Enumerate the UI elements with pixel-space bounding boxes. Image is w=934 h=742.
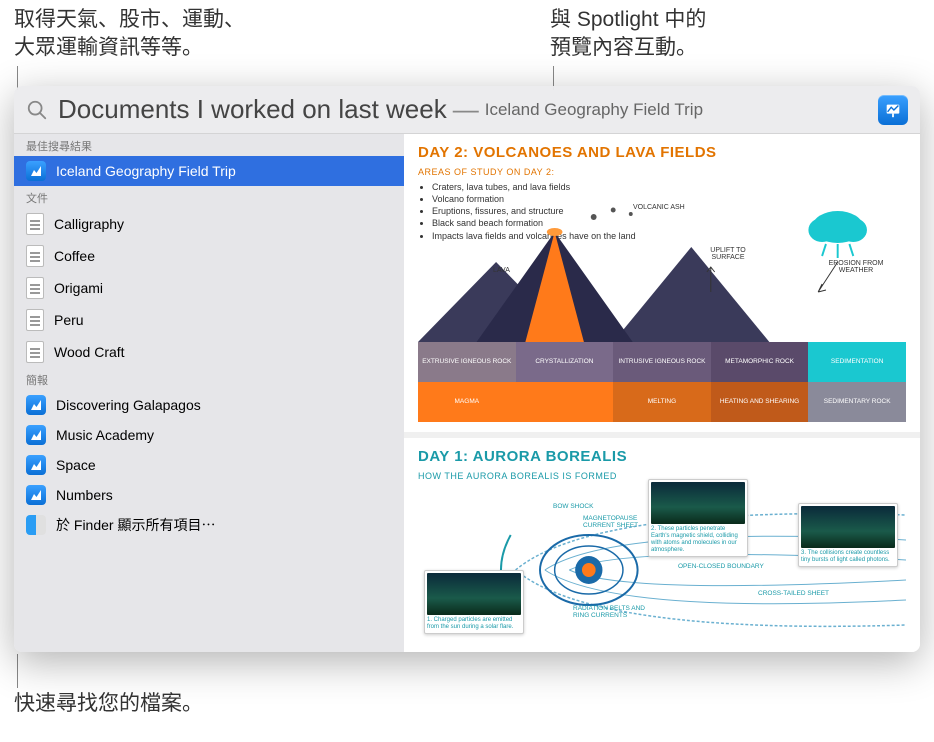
preview-slide-day2: DAY 2: VOLCANOES AND LAVA FIELDS AREAS O…	[404, 134, 920, 432]
aurora-card-2: 2. These particles penetrate Earth's mag…	[648, 479, 748, 558]
keynote-icon	[26, 455, 46, 475]
keynote-icon	[26, 485, 46, 505]
callout-top-right: 與 Spotlight 中的 預覽內容互動。	[550, 6, 706, 63]
result-label: Peru	[54, 312, 84, 328]
result-item-presentation[interactable]: Numbers	[14, 480, 404, 510]
search-row[interactable]: Documents I worked on last week — Icelan…	[14, 86, 920, 134]
results-list[interactable]: 最佳搜尋結果 Iceland Geography Field Trip 文件 C…	[14, 134, 404, 652]
result-label: Calligraphy	[54, 216, 124, 232]
result-label: Wood Craft	[54, 344, 125, 360]
result-label: Space	[56, 457, 96, 473]
search-query: Documents I worked on last week	[58, 94, 447, 125]
aurora-card-3: 3. The collisions create countless tiny …	[798, 503, 898, 567]
label-uplift: UPLIFT TO SURFACE	[703, 247, 753, 261]
strata-cell: INTRUSIVE IGNEOUS ROCK	[613, 342, 711, 382]
result-item-presentation[interactable]: Space	[14, 450, 404, 480]
slide-subtitle: AREAS OF STUDY ON DAY 2:	[418, 167, 906, 177]
document-icon	[26, 341, 44, 363]
section-documents: 文件	[14, 186, 404, 208]
label-lava: LAVA	[493, 267, 510, 274]
strata-cell	[516, 382, 614, 422]
keynote-icon	[26, 395, 46, 415]
result-label: Discovering Galapagos	[56, 397, 201, 413]
keynote-icon	[26, 425, 46, 445]
label-erosion: EROSION FROM WEATHER	[816, 260, 896, 274]
result-label: 於 Finder 顯示所有項目⋯	[56, 515, 215, 535]
strata-cell: HEATING AND SHEARING	[711, 382, 809, 422]
result-item-presentation[interactable]: Discovering Galapagos	[14, 390, 404, 420]
strata-cell: SEDIMENTATION	[808, 342, 906, 382]
result-item-presentation[interactable]: Music Academy	[14, 420, 404, 450]
preview-slide-day1: DAY 1: AURORA BOREALIS HOW THE AURORA BO…	[404, 432, 920, 652]
aurora-caption: 1. Charged particles are emitted from th…	[427, 617, 521, 631]
spotlight-body: 最佳搜尋結果 Iceland Geography Field Trip 文件 C…	[14, 134, 920, 652]
result-label: Numbers	[56, 487, 113, 503]
aurora-thumb	[651, 482, 745, 524]
slide-title: DAY 1: AURORA BOREALIS	[418, 448, 906, 465]
result-label: Iceland Geography Field Trip	[56, 163, 236, 179]
strata-cell: EXTRUSIVE IGNEOUS ROCK	[418, 342, 516, 382]
text: 預覽內容互動。	[550, 36, 697, 59]
search-icon	[26, 99, 48, 121]
result-item-doc[interactable]: Peru	[14, 304, 404, 336]
strata-diagram: EXTRUSIVE IGNEOUS ROCKCRYSTALLIZATIONINT…	[418, 342, 906, 422]
result-item-finder[interactable]: 於 Finder 顯示所有項目⋯	[14, 510, 404, 540]
strata-cell: MELTING	[613, 382, 711, 422]
document-icon	[26, 309, 44, 331]
aurora-thumb	[427, 573, 521, 615]
spotlight-window: Documents I worked on last week — Icelan…	[14, 86, 920, 652]
section-presentations: 簡報	[14, 368, 404, 390]
result-item-doc[interactable]: Wood Craft	[14, 336, 404, 368]
label-magnetopause: MAGNETOPAUSE CURRENT SHEET	[583, 515, 653, 529]
document-icon	[26, 213, 44, 235]
strata-cell: MAGMA	[418, 382, 516, 422]
aurora-caption: 3. The collisions create countless tiny …	[801, 550, 895, 564]
document-icon	[26, 277, 44, 299]
result-label: Music Academy	[56, 427, 154, 443]
strata-cell: METAMORPHIC ROCK	[711, 342, 809, 382]
section-top-hits: 最佳搜尋結果	[14, 134, 404, 156]
strata-cell: CRYSTALLIZATION	[516, 342, 614, 382]
search-suggestion: Iceland Geography Field Trip	[485, 100, 878, 120]
result-item-top[interactable]: Iceland Geography Field Trip	[14, 156, 404, 186]
keynote-app-icon	[878, 95, 908, 125]
text: 與 Spotlight 中的	[550, 8, 706, 31]
aurora-caption: 2. These particles penetrate Earth's mag…	[651, 526, 745, 555]
document-icon	[26, 245, 44, 267]
label-radiation: RADIATION BELTS AND RING CURRENTS	[573, 605, 653, 619]
result-label: Origami	[54, 280, 103, 296]
result-item-doc[interactable]: Coffee	[14, 240, 404, 272]
result-item-doc[interactable]: Origami	[14, 272, 404, 304]
aurora-card-1: 1. Charged particles are emitted from th…	[424, 570, 524, 634]
label-cross-tail: CROSS-TAILED SHEET	[758, 590, 829, 597]
aurora-diagram: BOW SHOCK MAGNETOPAUSE CURRENT SHEET OPE…	[418, 485, 906, 652]
result-item-doc[interactable]: Calligraphy	[14, 208, 404, 240]
label-open-closed: OPEN-CLOSED BOUNDARY	[678, 563, 764, 570]
result-label: Coffee	[54, 248, 95, 264]
text: 大眾運輸資訊等等。	[14, 36, 203, 59]
label-volcanic-ash: VOLCANIC ASH	[633, 204, 685, 211]
strata-cell: SEDIMENTARY ROCK	[808, 382, 906, 422]
text: 快速尋找您的檔案。	[14, 692, 203, 715]
slide-title: DAY 2: VOLCANOES AND LAVA FIELDS	[418, 144, 906, 161]
volcano-diagram: VOLCANIC ASH LAVA UPLIFT TO SURFACE EROS…	[418, 192, 906, 342]
label-bow-shock: BOW SHOCK	[553, 503, 593, 510]
callout-top-left: 取得天氣、股市、運動、 大眾運輸資訊等等。	[14, 6, 245, 63]
keynote-icon	[26, 161, 46, 181]
callout-line	[17, 654, 18, 688]
text: 取得天氣、股市、運動、	[14, 8, 245, 31]
preview-pane[interactable]: DAY 2: VOLCANOES AND LAVA FIELDS AREAS O…	[404, 134, 920, 652]
finder-icon	[26, 515, 46, 535]
callout-bottom: 快速尋找您的檔案。	[14, 690, 203, 718]
separator: —	[453, 94, 479, 125]
aurora-thumb	[801, 506, 895, 548]
